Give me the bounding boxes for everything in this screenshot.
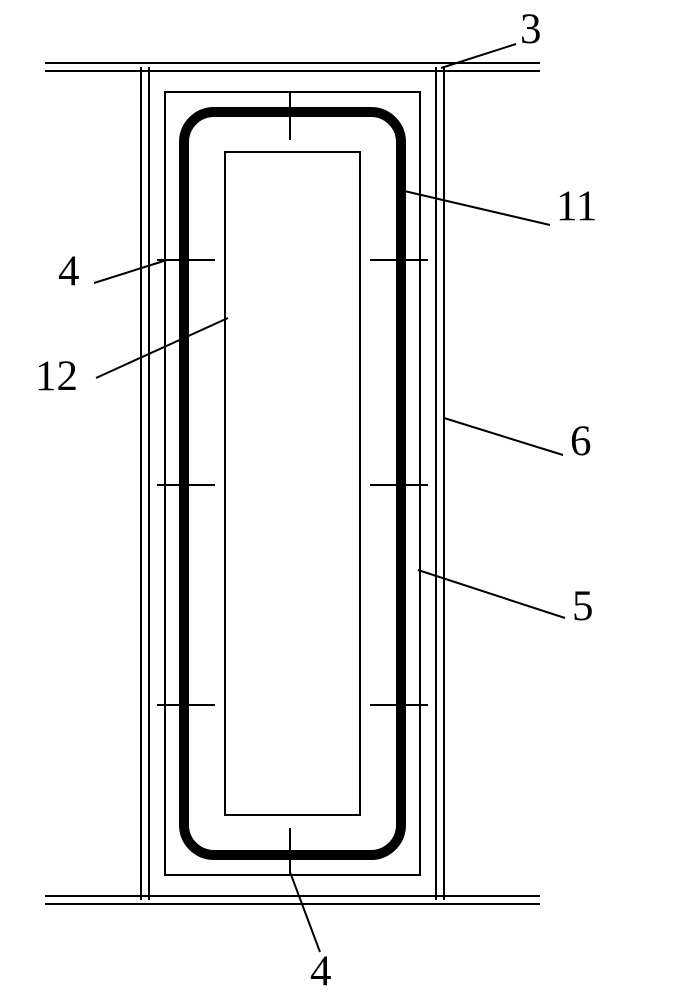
callout-label-l12: 12	[35, 352, 78, 401]
callout-label-l5: 5	[572, 582, 594, 631]
callout-label-l11: 11	[556, 182, 597, 231]
callout-label-l6: 6	[570, 417, 592, 466]
callout-label-l4a: 4	[58, 247, 80, 296]
callout-label-l3: 3	[520, 5, 542, 54]
callout-label-l4b: 4	[310, 947, 332, 996]
